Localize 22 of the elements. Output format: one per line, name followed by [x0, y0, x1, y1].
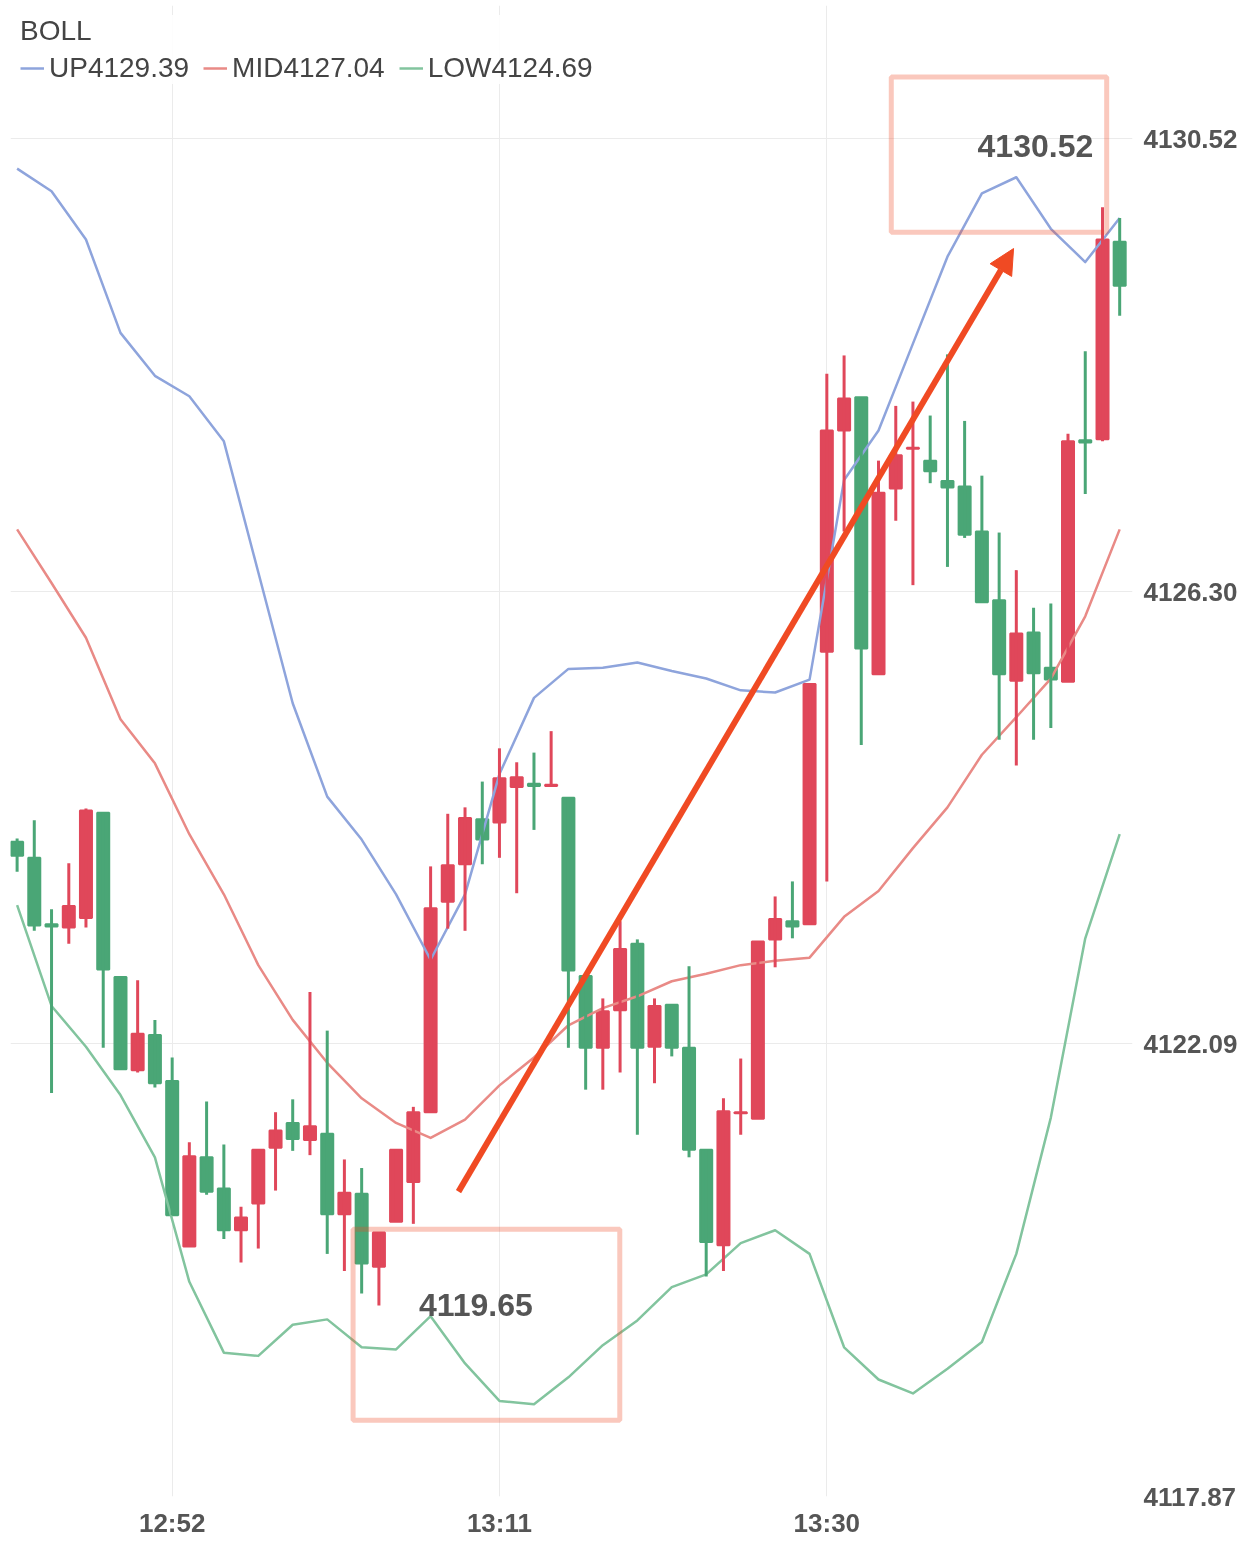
y-tick-label: 4126.30 [1143, 576, 1238, 607]
candlestick [802, 682, 817, 926]
candlestick [113, 975, 128, 1071]
line-series [15, 167, 1121, 962]
y-tick-label: 4122.09 [1143, 1028, 1238, 1059]
candlestick [389, 1148, 404, 1223]
annotation: 4119.65 [418, 1287, 533, 1324]
legend-label: UP4129.39 [49, 52, 190, 84]
y-tick-label: 4130.52 [1143, 123, 1238, 154]
line-series [15, 528, 1121, 1140]
candlestick [750, 940, 765, 1120]
x-tick-label: 13:30 [793, 1507, 861, 1538]
y-tick-label: 4117.87 [1143, 1481, 1237, 1512]
candlestick [544, 731, 559, 787]
candlestick [44, 909, 59, 1093]
annotation: 4130.52 [977, 128, 1094, 165]
legend-label: LOW4124.69 [427, 52, 593, 84]
x-tick-label: 13:11 [466, 1507, 532, 1538]
line-series [15, 832, 1121, 1406]
legend-label: MID4127.04 [232, 52, 385, 84]
legend-title: BOLL [20, 15, 93, 47]
x-tick-label: 12:52 [138, 1507, 206, 1538]
